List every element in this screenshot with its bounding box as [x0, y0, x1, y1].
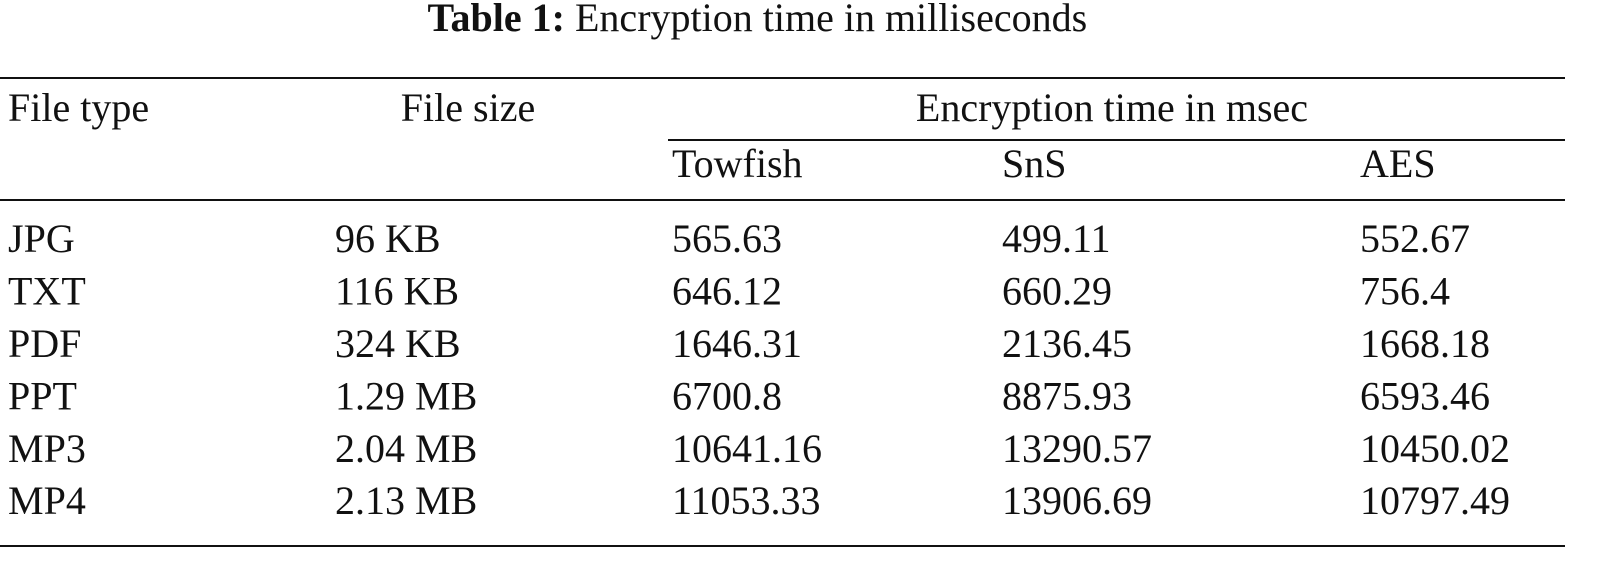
table-cell: 96 KB — [335, 216, 441, 261]
table-cell: 552.67 — [1360, 216, 1470, 261]
header-cell: File type — [8, 85, 149, 130]
header-cell: AES — [1360, 141, 1436, 186]
header-cell: File size — [401, 85, 535, 130]
table-cell: 6700.8 — [672, 373, 782, 418]
table-cell: 10797.49 — [1360, 478, 1510, 523]
table-cell: 756.4 — [1360, 269, 1450, 314]
table-cell: 13290.57 — [1002, 426, 1152, 471]
table-cell: 8875.93 — [1002, 373, 1132, 418]
caption-text: Encryption time in milliseconds — [575, 0, 1087, 40]
table-cell: JPG — [8, 216, 75, 261]
table-cell: PDF — [8, 321, 81, 366]
table-cell: 1668.18 — [1360, 321, 1490, 366]
table-cell: TXT — [8, 269, 86, 314]
table-cell: 6593.46 — [1360, 373, 1490, 418]
table-cell: MP3 — [8, 426, 86, 471]
table-cell: 324 KB — [335, 321, 461, 366]
table-cell: 660.29 — [1002, 269, 1112, 314]
table-cell: 11053.33 — [672, 478, 821, 523]
table-cell: 646.12 — [672, 269, 782, 314]
table-cell: 499.11 — [1002, 216, 1111, 261]
header-cell: Towfish — [672, 141, 803, 186]
table-cell: 1.29 MB — [335, 373, 477, 418]
table-cell: MP4 — [8, 478, 86, 523]
table-cell: 13906.69 — [1002, 478, 1152, 523]
table-cell: 116 KB — [335, 269, 459, 314]
table-cell: PPT — [8, 373, 77, 418]
table-cell: 2136.45 — [1002, 321, 1132, 366]
header-cell: SnS — [1002, 141, 1067, 186]
table-cell: 1646.31 — [672, 321, 802, 366]
table-cell: 565.63 — [672, 216, 782, 261]
table-cell: 2.13 MB — [335, 478, 477, 523]
header-group: Encryption time in msec — [916, 85, 1308, 130]
caption-label: Table 1: — [428, 0, 565, 40]
table-cell: 2.04 MB — [335, 426, 477, 471]
table-cell: 10450.02 — [1360, 426, 1510, 471]
table-cell: 10641.16 — [672, 426, 822, 471]
